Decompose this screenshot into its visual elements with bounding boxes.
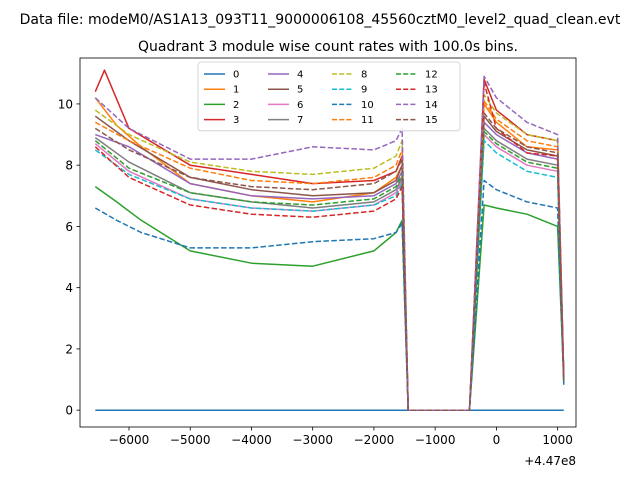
series-line-12 <box>94 130 565 411</box>
series-line-9 <box>94 139 565 411</box>
legend-label-11: 11 <box>361 115 374 126</box>
figure-suptitle: Data file: modeM0/AS1A13_093T11_90000061… <box>20 12 621 28</box>
series-line-7 <box>94 127 565 411</box>
series-line-2 <box>94 185 565 411</box>
legend-label-4: 4 <box>297 70 303 81</box>
legend-label-3: 3 <box>233 115 239 126</box>
y-tick-label: 6 <box>65 220 73 234</box>
series-line-6 <box>94 133 565 411</box>
legend-label-14: 14 <box>425 100 438 111</box>
legend-label-2: 2 <box>233 100 239 111</box>
series-line-15 <box>94 112 565 411</box>
x-tick-label: 1000 <box>542 433 573 447</box>
x-tick-label: −2000 <box>354 433 395 447</box>
x-tick-label: −4000 <box>231 433 272 447</box>
y-tick-label: 4 <box>65 281 73 295</box>
axes-frame <box>79 57 577 428</box>
legend-label-5: 5 <box>297 85 303 96</box>
y-tick-label: 8 <box>65 159 73 173</box>
x-axis-offset-label: +4.47e8 <box>524 454 576 468</box>
x-tick-label: −3000 <box>292 433 333 447</box>
legend-box <box>197 61 461 132</box>
x-tick-label: 0 <box>493 433 501 447</box>
chart-title: Quadrant 3 module wise count rates with … <box>138 39 518 55</box>
legend-label-10: 10 <box>361 100 374 111</box>
legend-label-6: 6 <box>297 100 303 111</box>
legend-label-12: 12 <box>425 70 438 81</box>
series-line-8 <box>94 93 565 411</box>
axes: −6000 −5000 −4000 −3000 −2000 −1000 0 1000 0 2 4 6 8… <box>58 57 577 447</box>
x-tick-label: −6000 <box>109 433 150 447</box>
legend-label-13: 13 <box>425 85 438 96</box>
y-tick-label: 0 <box>65 404 73 418</box>
y-tick-label: 2 <box>65 342 73 356</box>
series-line-5 <box>94 115 565 411</box>
x-tick-label: −1000 <box>415 433 456 447</box>
legend-label-9: 9 <box>361 85 367 96</box>
x-tick-label: −5000 <box>170 433 211 447</box>
y-tick-label: 10 <box>58 97 73 111</box>
legend-label-1: 1 <box>233 85 239 96</box>
legend-label-8: 8 <box>361 70 367 81</box>
legend-label-15: 15 <box>425 115 438 126</box>
legend-label-7: 7 <box>297 115 303 126</box>
legend-label-0: 0 <box>233 70 239 81</box>
series-line-10 <box>94 179 565 411</box>
